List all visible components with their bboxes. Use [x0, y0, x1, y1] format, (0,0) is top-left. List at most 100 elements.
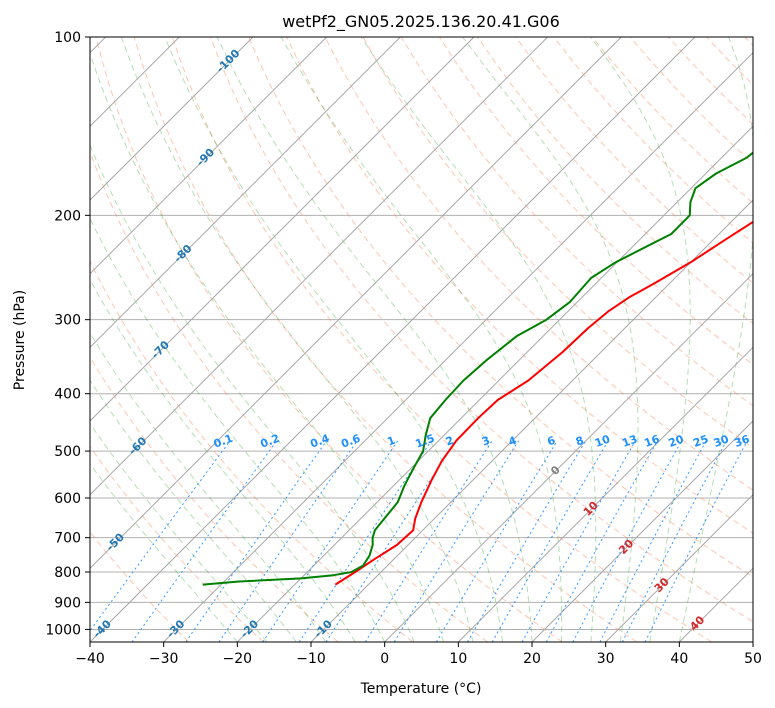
y-tick-label: 700 — [54, 531, 81, 547]
x-tick-label: 10 — [449, 651, 467, 667]
moist-adiabat — [280, 37, 563, 642]
mixing-ratio-label: 0.1 — [212, 432, 235, 451]
x-tick-label: 50 — [744, 651, 762, 667]
isotherm-line — [236, 125, 753, 642]
dry-adiabat — [90, 445, 264, 642]
series-layer — [202, 151, 753, 586]
isotherm-line — [90, 37, 401, 349]
mixing-ratio-line — [644, 440, 748, 642]
mixing-ratio-line — [599, 440, 707, 642]
moist-adiabat — [90, 422, 268, 642]
x-tick-label: −40 — [75, 651, 105, 667]
x-tick-label: 0 — [380, 651, 389, 667]
y-tick-label: 600 — [54, 491, 81, 507]
x-axis-label: Temperature (°C) — [360, 681, 482, 697]
mixing-ratio-label: 0.6 — [339, 432, 362, 451]
x-tick-label: 40 — [670, 651, 688, 667]
y-axis: 100 200 300 400 500 600 700 800 900 1000 — [45, 30, 90, 638]
moist-adiabat — [590, 37, 691, 642]
isotherm-line — [457, 346, 753, 642]
dry-adiabat — [133, 37, 638, 642]
mixing-ratio-label: 1.5 — [414, 432, 437, 451]
moist-adiabat — [90, 331, 327, 642]
moist-adiabat — [90, 217, 386, 642]
isotherm-label: 10 — [581, 498, 601, 518]
y-tick-label: 500 — [54, 444, 81, 460]
mixing-ratio-line — [364, 440, 493, 642]
x-tick-label: −10 — [296, 651, 326, 667]
y-tick-label: 900 — [54, 595, 81, 611]
isotherm-line — [90, 37, 475, 422]
mixing-ratio-label: 8 — [574, 434, 586, 449]
mixing-ratio-line — [325, 440, 457, 642]
mixing-ratio-line — [218, 440, 358, 642]
dry-adiabat — [324, 37, 753, 491]
mixing-ratio-line — [393, 440, 520, 642]
mixing-ratio-label: 30 — [712, 432, 731, 450]
dry-adiabat — [90, 150, 488, 642]
background-lines — [90, 37, 753, 642]
mixing-ratio-label: 20 — [667, 432, 686, 450]
isotherm-line — [678, 567, 753, 642]
moist-adiabat — [462, 37, 639, 642]
moist-adiabat — [120, 37, 474, 642]
dry-adiabat — [248, 37, 753, 578]
isotherm-line — [90, 37, 254, 201]
isotherm-line — [163, 51, 753, 642]
x-tick-label: −30 — [149, 651, 179, 667]
isotherm-line — [752, 641, 753, 642]
mixing-ratio-label: 10 — [593, 432, 612, 450]
mixing-ratio-line — [90, 440, 231, 632]
moist-adiabat — [678, 37, 753, 642]
x-tick-label: 20 — [523, 651, 541, 667]
mixing-ratio-line — [435, 440, 558, 642]
mixing-ratio-label: 3 — [480, 434, 492, 449]
x-axis: −40 −30 −20 −10 0 10 20 30 40 50 — [75, 642, 762, 667]
mixing-ratio-label: 6 — [545, 434, 557, 449]
mixing-ratio-line — [621, 440, 728, 642]
mixing-ratio-label: 4 — [507, 434, 519, 449]
mixing-ratio-line — [185, 440, 328, 642]
mixing-ratio-label: 0.2 — [259, 432, 282, 451]
dewpoint-line — [202, 151, 753, 586]
x-tick-label: 30 — [597, 651, 615, 667]
y-tick-label: 300 — [54, 313, 81, 329]
mixing-ratio-label: 16 — [642, 432, 661, 450]
moist-adiabat — [360, 37, 597, 642]
x-tick-label: −20 — [223, 651, 253, 667]
moist-adiabat — [164, 37, 503, 642]
mixing-ratio-label: 25 — [691, 432, 710, 449]
moist-adiabat — [90, 278, 356, 642]
mixing-ratio-label: 0.4 — [309, 432, 332, 451]
y-tick-label: 1000 — [45, 622, 81, 638]
dry-adiabat — [286, 37, 753, 534]
mixing-ratio-label: 1 — [385, 434, 397, 449]
isotherm-label: -30 — [164, 617, 187, 640]
isotherm-line — [90, 37, 328, 275]
chart-title: wetPf2_GN05.2025.136.20.41.G06 — [282, 12, 560, 32]
isotherm-label: -90 — [194, 145, 217, 168]
moist-adiabat — [90, 51, 445, 642]
dry-adiabat — [90, 259, 414, 642]
mixing-ratio-label: 2 — [444, 434, 456, 449]
isotherm-line — [384, 272, 753, 642]
dry-adiabat — [90, 356, 339, 642]
y-tick-label: 100 — [54, 30, 81, 46]
dry-adiabat — [171, 37, 712, 642]
isotherm-line — [90, 37, 696, 642]
isotherm-line — [605, 493, 753, 642]
mixing-ratio-line — [298, 440, 432, 642]
plot-frame — [89, 36, 754, 643]
temperature-line — [334, 220, 753, 586]
mixing-ratio-line — [262, 440, 399, 642]
isotherm-line — [531, 420, 753, 642]
isotherm-label: -20 — [238, 617, 261, 640]
isotherm-line — [90, 37, 622, 570]
y-tick-label: 400 — [54, 387, 81, 403]
dry-adiabat — [553, 37, 753, 244]
moist-adiabat — [90, 379, 297, 642]
mixing-ratio-label: 13 — [620, 432, 639, 449]
moist-adiabat — [90, 144, 415, 642]
moist-adiabat — [216, 37, 533, 642]
